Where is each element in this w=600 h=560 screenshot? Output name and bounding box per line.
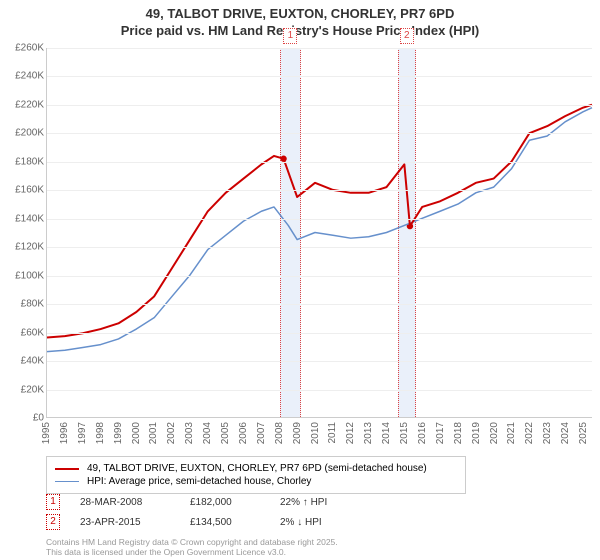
sale-date: 28-MAR-2008 [80,497,190,508]
x-tick-label: 1998 [95,422,106,444]
x-tick-label: 1999 [113,422,124,444]
x-tick-label: 2000 [131,422,142,444]
x-tick-label: 2016 [417,422,428,444]
x-tick-label: 1996 [59,422,70,444]
x-tick-label: 2023 [542,422,553,444]
sale-delta: 22% ↑ HPI [280,497,380,508]
x-tick-label: 2012 [345,422,356,444]
x-tick-label: 2010 [310,422,321,444]
x-tick-label: 2013 [363,422,374,444]
y-axis: £0£20K£40K£60K£80K£100K£120K£140K£160K£1… [0,48,46,418]
x-tick-label: 2020 [489,422,500,444]
series-line [47,108,592,352]
y-tick-label: £160K [15,185,44,196]
chart-container: { "title_line1": "49, TALBOT DRIVE, EUXT… [0,0,600,560]
x-tick-label: 1995 [41,422,52,444]
x-tick-label: 2004 [202,422,213,444]
plot-area: 12 [46,48,592,418]
x-tick-label: 1997 [77,422,88,444]
y-tick-label: £140K [15,213,44,224]
y-tick-label: £20K [21,384,44,395]
y-tick-label: £260K [15,43,44,54]
x-tick-label: 2017 [435,422,446,444]
y-tick-label: £200K [15,128,44,139]
x-tick-label: 2003 [184,422,195,444]
x-tick-label: 2024 [560,422,571,444]
y-tick-label: £60K [21,327,44,338]
marker-label: 1 [283,28,297,44]
x-axis: 1995199619971998199920002001200220032004… [46,418,592,458]
legend-row: 49, TALBOT DRIVE, EUXTON, CHORLEY, PR7 6… [55,463,457,474]
x-tick-label: 2022 [524,422,535,444]
sale-marker-box: 2 [46,514,60,530]
legend-swatch [55,481,79,482]
x-tick-label: 2008 [274,422,285,444]
legend-label: HPI: Average price, semi-detached house,… [87,476,311,487]
x-tick-label: 2005 [220,422,231,444]
x-tick-label: 2014 [381,422,392,444]
footer-line2: This data is licensed under the Open Gov… [46,548,338,558]
y-tick-label: £180K [15,156,44,167]
x-tick-label: 2021 [506,422,517,444]
x-tick-label: 2007 [256,422,267,444]
y-tick-label: £40K [21,356,44,367]
marker-label: 2 [400,28,414,44]
legend-row: HPI: Average price, semi-detached house,… [55,476,457,487]
sale-marker-box: 1 [46,494,60,510]
x-tick-label: 2025 [578,422,589,444]
x-tick-label: 2006 [238,422,249,444]
sale-row: 1 28-MAR-2008£182,00022% ↑ HPI [46,494,380,510]
legend: 49, TALBOT DRIVE, EUXTON, CHORLEY, PR7 6… [46,456,466,494]
x-tick-label: 2015 [399,422,410,444]
chart-title-line2: Price paid vs. HM Land Registry's House … [0,23,600,38]
footer-attribution: Contains HM Land Registry data © Crown c… [46,538,338,558]
y-tick-label: £100K [15,270,44,281]
x-tick-label: 2009 [292,422,303,444]
sale-row: 2 23-APR-2015£134,5002% ↓ HPI [46,514,380,530]
x-tick-label: 2011 [327,422,338,444]
y-tick-label: £120K [15,242,44,253]
sale-price: £134,500 [190,517,280,528]
sale-records: 1 28-MAR-2008£182,00022% ↑ HPI 2 23-APR-201… [46,494,380,534]
legend-label: 49, TALBOT DRIVE, EUXTON, CHORLEY, PR7 6… [87,463,427,474]
x-tick-label: 2018 [453,422,464,444]
y-tick-label: £240K [15,71,44,82]
sale-price: £182,000 [190,497,280,508]
x-tick-label: 2019 [471,422,482,444]
y-tick-label: £80K [21,299,44,310]
sale-date: 23-APR-2015 [80,517,190,528]
legend-swatch [55,468,79,470]
x-tick-label: 2001 [148,422,159,444]
series-line [47,105,592,338]
sale-delta: 2% ↓ HPI [280,517,380,528]
y-tick-label: £220K [15,99,44,110]
chart-title-line1: 49, TALBOT DRIVE, EUXTON, CHORLEY, PR7 6… [0,6,600,21]
x-tick-label: 2002 [166,422,177,444]
